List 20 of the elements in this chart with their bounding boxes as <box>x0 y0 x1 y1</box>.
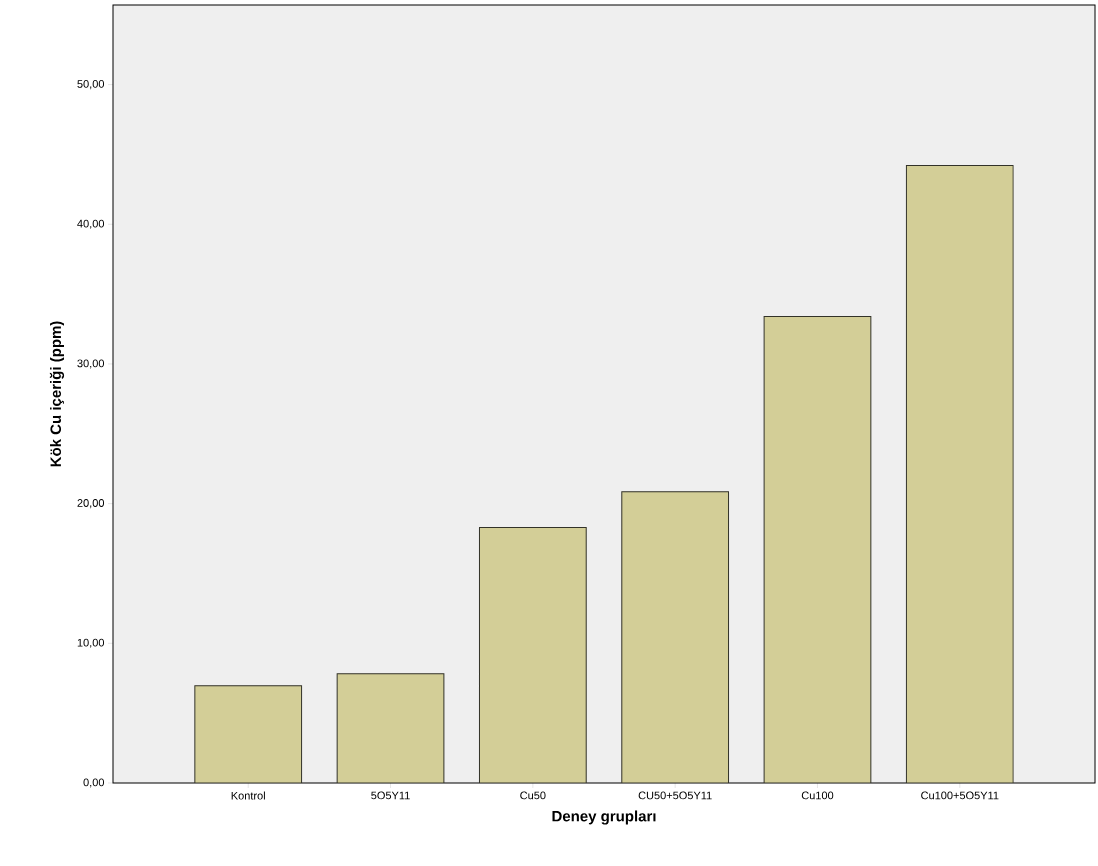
x-axis-title: Deney grupları <box>552 810 656 825</box>
y-tick-label: 20,00 <box>77 499 105 509</box>
x-tick-label: Cu100 <box>801 791 834 800</box>
y-tick-label: 30,00 <box>77 359 105 369</box>
y-tick-label: 0,00 <box>83 778 105 788</box>
bar <box>479 527 587 783</box>
y-tick-label: 50,00 <box>77 80 105 90</box>
bar <box>621 491 730 783</box>
x-tick-label: Cu50 <box>520 791 546 800</box>
y-tick-label: 40,00 <box>77 219 105 229</box>
bar <box>194 685 303 783</box>
x-tick-label: 5O5Y11 <box>371 791 410 800</box>
x-tick-label: Cu100+5O5Y11 <box>921 791 999 800</box>
x-tick-label: Kontrol <box>231 791 265 800</box>
bar <box>763 315 872 783</box>
bar <box>336 673 445 783</box>
x-tick-label: CU50+5O5Y11 <box>638 791 712 800</box>
bar <box>905 165 1014 783</box>
y-axis-title: Kök Cu içeriği (ppm) <box>49 321 65 467</box>
y-tick-label: 10,00 <box>77 638 105 648</box>
